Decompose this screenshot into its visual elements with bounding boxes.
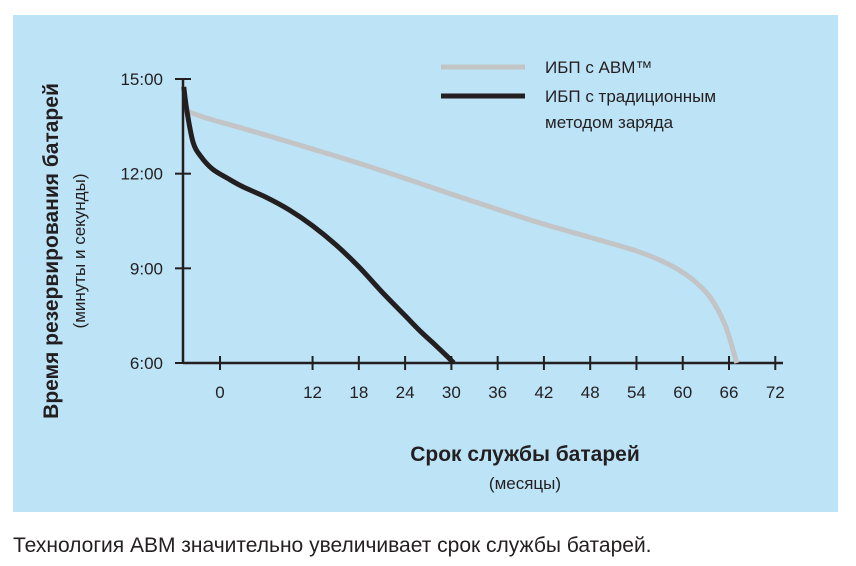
- x-tick-label: 72: [766, 383, 785, 402]
- x-tick-label: 42: [534, 383, 553, 402]
- x-tick-label: 18: [349, 383, 368, 402]
- x-tick-label: 0: [215, 383, 224, 402]
- chart-legend: ИБП с ABM™ ИБП с традиционным методом за…: [441, 58, 721, 132]
- x-axis-title: Срок службы батарей: [410, 443, 640, 466]
- x-tick-label: 54: [627, 383, 646, 402]
- chart-axes: [181, 79, 783, 365]
- x-tick-label: 60: [673, 383, 692, 402]
- x-axis-subtitle: (месяцы): [489, 474, 561, 493]
- abm-series-line: [184, 108, 740, 364]
- figure-caption: Технология ABM значительно увеличивает с…: [13, 534, 652, 557]
- legend-label-abm: ИБП с ABM™: [545, 58, 652, 77]
- x-tick-label: 30: [442, 383, 461, 402]
- y-tick-label: 6:00: [130, 354, 163, 373]
- x-tick-label: 12: [303, 383, 322, 402]
- axis-ticks: 0 12 18 24 30 36 42 48 54 60 66 72 6:00 9:00 12:00 15:0…: [120, 70, 784, 402]
- x-tick-label: 48: [581, 383, 600, 402]
- chart-series: [181, 86, 740, 365]
- x-tick-label: 36: [488, 383, 507, 402]
- x-tick-label: 66: [720, 383, 739, 402]
- line-chart: 0 12 18 24 30 36 42 48 54 60 66 72 6:00 9:00 12:00 15:0…: [40, 58, 785, 493]
- x-tick-label: 24: [396, 383, 415, 402]
- y-tick-label: 15:00: [120, 70, 163, 89]
- legend-label-traditional: ИБП с традиционным методом заряда: [545, 87, 721, 132]
- y-tick-label: 12:00: [120, 165, 163, 184]
- chart-panel: 0 12 18 24 30 36 42 48 54 60 66 72 6:00 9:00 12:00 15:0…: [13, 15, 838, 512]
- y-tick-label: 9:00: [130, 259, 163, 278]
- traditional-series-line: [181, 86, 456, 365]
- y-axis-subtitle: (минуты и секунды): [70, 174, 89, 329]
- y-axis-title: Время резервирования батарей: [40, 83, 63, 419]
